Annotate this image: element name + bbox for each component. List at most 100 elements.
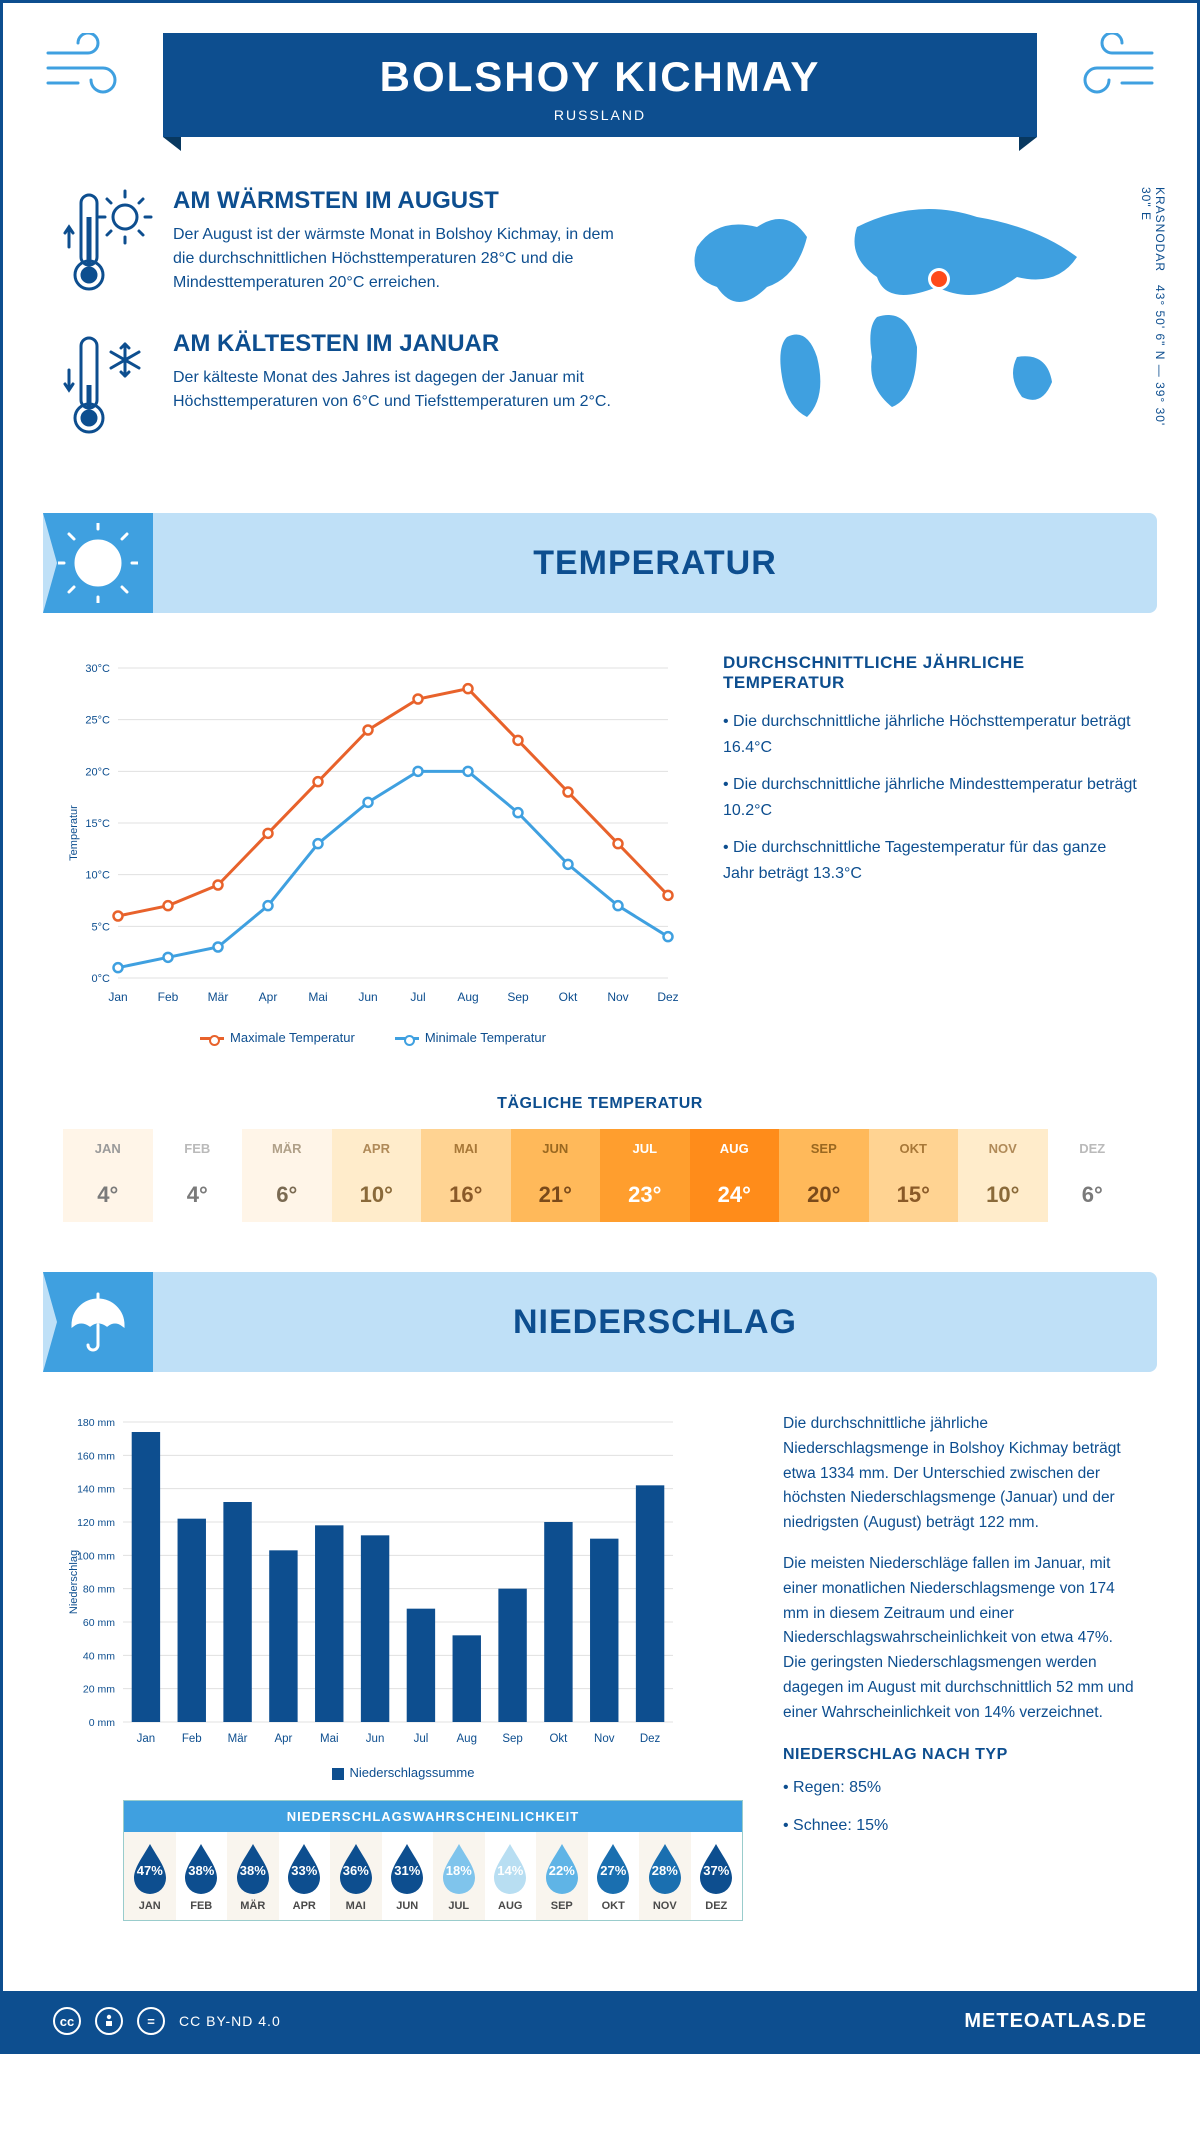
precip-paragraph: Die meisten Niederschläge fallen im Janu…: [783, 1552, 1137, 1726]
chart-legend: Niederschlagssumme: [63, 1765, 743, 1780]
svg-text:Nov: Nov: [607, 990, 628, 1004]
prob-cell: 47%JAN: [124, 1832, 176, 1920]
temp-strip-cell: JUN21°: [511, 1129, 601, 1222]
svg-text:Niederschlag: Niederschlag: [68, 1550, 80, 1614]
prob-cell: 22%SEP: [536, 1832, 588, 1920]
section-title: NIEDERSCHLAG: [153, 1303, 1157, 1342]
svg-text:Jul: Jul: [414, 1733, 429, 1745]
fact-cold-title: AM KÄLTESTEN IM JANUAR: [173, 330, 637, 358]
footer: cc = CC BY-ND 4.0 METEOATLAS.DE: [3, 1991, 1197, 2051]
svg-text:10°C: 10°C: [85, 870, 110, 882]
fact-warm: AM WÄRMSTEN IM AUGUST Der August ist der…: [63, 187, 637, 302]
svg-text:Nov: Nov: [594, 1733, 615, 1745]
list-item: Die durchschnittliche jährliche Höchstte…: [723, 709, 1137, 760]
title-banner: BOLSHOY KICHMAY RUSSLAND: [163, 33, 1037, 137]
svg-text:Mai: Mai: [320, 1733, 339, 1745]
svg-text:Feb: Feb: [158, 990, 179, 1004]
by-icon: [95, 2007, 123, 2035]
section-banner-temperature: TEMPERATUR: [43, 513, 1157, 613]
svg-text:Jan: Jan: [137, 1733, 156, 1745]
svg-text:140 mm: 140 mm: [77, 1484, 115, 1496]
world-map: KRASNODAR 43° 50' 6" N — 39° 30' 30" E: [677, 187, 1137, 432]
temperature-line-chart: 0°C5°C10°C15°C20°C25°C30°CJanFebMärAprMa…: [63, 653, 683, 1018]
precip-type-heading: NIEDERSCHLAG NACH TYP: [783, 1742, 1137, 1768]
fact-warm-body: Der August ist der wärmste Monat in Bols…: [173, 223, 637, 295]
nd-icon: =: [137, 2007, 165, 2035]
temp-summary-heading: DURCHSCHNITTLICHE JÄHRLICHE TEMPERATUR: [723, 653, 1137, 693]
svg-text:Sep: Sep: [507, 990, 529, 1004]
page-subtitle: RUSSLAND: [223, 107, 977, 123]
svg-text:25°C: 25°C: [85, 715, 110, 727]
svg-text:Jul: Jul: [410, 990, 425, 1004]
fact-cold: AM KÄLTESTEN IM JANUAR Der kälteste Mona…: [63, 330, 637, 445]
list-item: Schnee: 15%: [783, 1813, 1137, 1839]
svg-text:40 mm: 40 mm: [83, 1650, 115, 1662]
temp-summary-list: Die durchschnittliche jährliche Höchstte…: [723, 709, 1137, 887]
coordinates-label: KRASNODAR 43° 50' 6" N — 39° 30' 30" E: [1139, 187, 1167, 432]
list-item: Die durchschnittliche Tagestemperatur fü…: [723, 835, 1137, 886]
prob-heading: NIEDERSCHLAGSWAHRSCHEINLICHKEIT: [124, 1801, 742, 1832]
svg-text:Jan: Jan: [108, 990, 127, 1004]
temp-strip-cell: JAN4°: [63, 1129, 153, 1222]
svg-text:Apr: Apr: [259, 990, 278, 1004]
prob-cell: 38%MÄR: [227, 1832, 279, 1920]
svg-text:0°C: 0°C: [92, 973, 111, 985]
prob-cell: 14%AUG: [485, 1832, 537, 1920]
svg-text:Mai: Mai: [308, 990, 327, 1004]
svg-text:80 mm: 80 mm: [83, 1584, 115, 1596]
svg-text:Aug: Aug: [457, 1733, 477, 1745]
svg-text:100 mm: 100 mm: [77, 1550, 115, 1562]
svg-text:Apr: Apr: [274, 1733, 292, 1745]
temp-strip-cell: NOV10°: [958, 1129, 1048, 1222]
svg-text:120 mm: 120 mm: [77, 1517, 115, 1529]
prob-cell: 27%OKT: [588, 1832, 640, 1920]
svg-text:Okt: Okt: [549, 1733, 568, 1745]
svg-text:5°C: 5°C: [92, 921, 111, 933]
svg-text:Dez: Dez: [657, 990, 678, 1004]
prob-cell: 38%FEB: [176, 1832, 228, 1920]
temp-strip-cell: AUG24°: [690, 1129, 780, 1222]
svg-text:60 mm: 60 mm: [83, 1617, 115, 1629]
temp-strip-cell: MAI16°: [421, 1129, 511, 1222]
prob-cell: 36%MAI: [330, 1832, 382, 1920]
temp-strip-cell: OKT15°: [869, 1129, 959, 1222]
svg-text:Okt: Okt: [559, 990, 578, 1004]
precip-type-list: Regen: 85% Schnee: 15%: [783, 1775, 1137, 1838]
prob-cell: 33%APR: [279, 1832, 331, 1920]
temp-strip-cell: FEB4°: [153, 1129, 243, 1222]
svg-text:Mär: Mär: [208, 990, 229, 1004]
wind-icon: [1067, 33, 1157, 108]
svg-text:Aug: Aug: [457, 990, 478, 1004]
cc-icon: cc: [53, 2007, 81, 2035]
umbrella-icon: [43, 1272, 153, 1372]
header: BOLSHOY KICHMAY RUSSLAND: [3, 3, 1197, 157]
prob-cell: 37%DEZ: [691, 1832, 743, 1920]
daily-temp-strip: JAN4°FEB4°MÄR6°APR10°MAI16°JUN21°JUL23°A…: [63, 1129, 1137, 1222]
fact-warm-title: AM WÄRMSTEN IM AUGUST: [173, 187, 637, 215]
svg-text:Sep: Sep: [502, 1733, 522, 1745]
daily-temp-title: TÄGLICHE TEMPERATUR: [3, 1095, 1197, 1113]
fact-cold-body: Der kälteste Monat des Jahres ist dagege…: [173, 366, 637, 414]
svg-text:20 mm: 20 mm: [83, 1684, 115, 1696]
svg-text:Jun: Jun: [366, 1733, 385, 1745]
prob-cell: 31%JUN: [382, 1832, 434, 1920]
precip-probability-box: NIEDERSCHLAGSWAHRSCHEINLICHKEIT 47%JAN38…: [123, 1800, 743, 1921]
temp-strip-cell: SEP20°: [779, 1129, 869, 1222]
svg-text:Feb: Feb: [182, 1733, 202, 1745]
svg-text:180 mm: 180 mm: [77, 1417, 115, 1429]
list-item: Die durchschnittliche jährliche Mindestt…: [723, 772, 1137, 823]
sun-icon: [43, 513, 153, 613]
section-banner-precipitation: NIEDERSCHLAG: [43, 1272, 1157, 1372]
temp-strip-cell: APR10°: [332, 1129, 422, 1222]
precipitation-bar-chart: 0 mm 20 mm 40 mm 60 mm 80 mm 100 mm 120 mm 140 …: [63, 1412, 743, 1757]
svg-text:30°C: 30°C: [85, 663, 110, 675]
svg-text:Mär: Mär: [228, 1733, 248, 1745]
chart-legend: Maximale Temperatur Minimale Temperatur: [63, 1030, 683, 1045]
svg-text:0 mm: 0 mm: [89, 1717, 116, 1729]
list-item: Regen: 85%: [783, 1775, 1137, 1801]
prob-cell: 28%NOV: [639, 1832, 691, 1920]
license-text: CC BY-ND 4.0: [179, 2013, 281, 2029]
svg-text:Jun: Jun: [358, 990, 377, 1004]
prob-cell: 18%JUL: [433, 1832, 485, 1920]
brand-text: METEOATLAS.DE: [964, 2010, 1147, 2033]
